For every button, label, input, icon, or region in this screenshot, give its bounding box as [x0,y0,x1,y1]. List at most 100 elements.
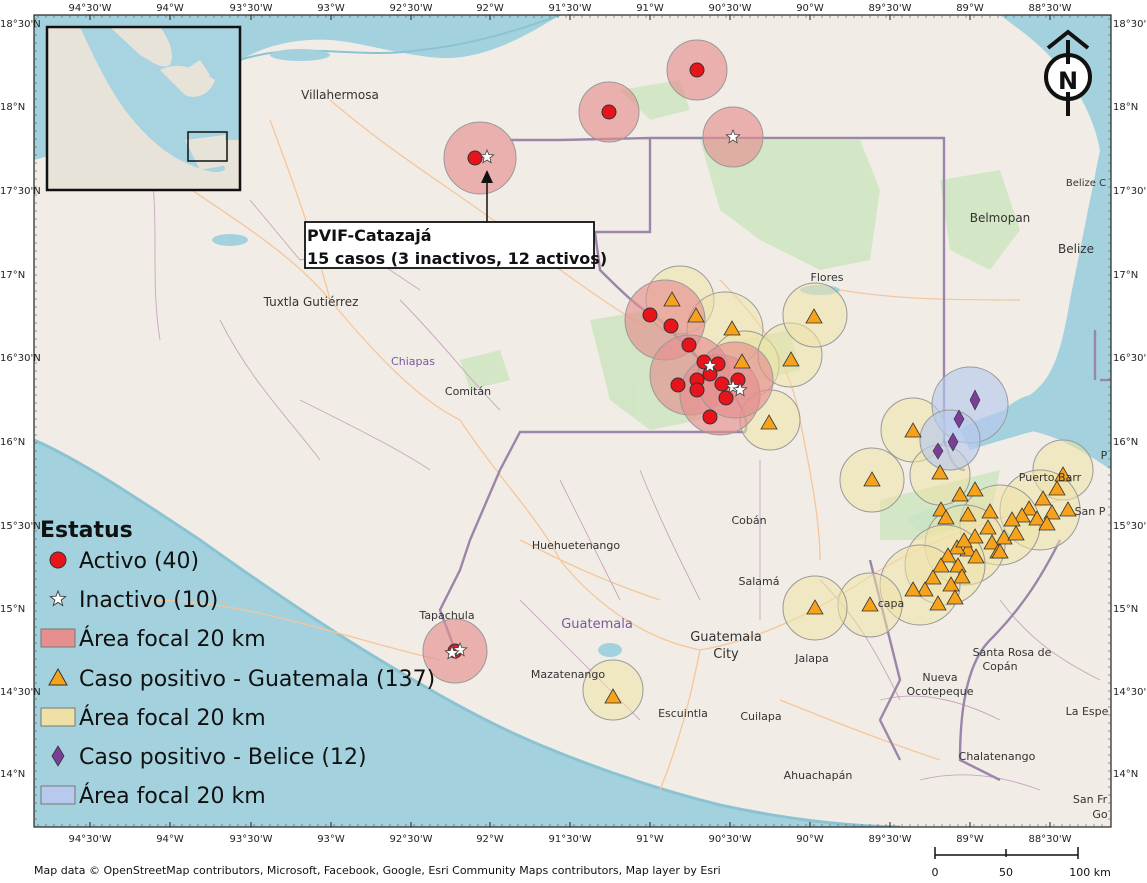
scale-label-50: 50 [999,866,1013,879]
positive-case-guatemala-marker [953,568,971,584]
positive-case-guatemala-marker [1038,515,1056,531]
positive-case-guatemala-marker [931,464,949,480]
place-labels: Villahermosa Tuxtla Gutiérrez Chiapas Comit… [263,88,1109,821]
left-tick-label: 18°N [0,102,25,113]
place-label: Chalatenango [959,750,1036,763]
place-label: Chiapas [391,355,435,368]
top-tick-label: 93°30'W [229,3,272,14]
right-tick-label: 17°N [1113,270,1138,281]
place-label: City [713,647,739,662]
left-tick-label: 14°30'N [0,687,41,698]
positive-case-guatemala-marker [1054,466,1072,482]
bottom-tick-label: 88°30'W [1028,834,1071,845]
place-label: Ahuachapán [784,769,853,782]
right-tick-label: 15°30'N [1113,521,1147,532]
right-tick-label: 17°30'N [1113,186,1147,197]
active-case-marker [467,150,483,166]
active-case-marker [689,382,705,398]
inactive-case-marker [479,148,495,164]
inactive-case-marker [725,128,741,144]
positive-case-guatemala-marker [924,569,942,585]
top-tick-label: 93°W [317,3,345,14]
positive-case-guatemala-marker [1059,501,1077,517]
top-tick-label: 89°W [956,3,984,14]
legend: Estatus Activo (40) Inactivo (10) Área foc… [40,518,435,809]
place-label: Escuintla [658,707,708,720]
legend-item-label: Área focal 20 km [79,626,266,652]
legend-item-label: Caso positivo - Guatemala (137) [79,667,435,692]
positive-case-guatemala-marker [995,529,1013,545]
place-label: Villahermosa [301,88,379,102]
positive-case-guatemala-marker [966,481,984,497]
place-label: Cobán [731,514,766,527]
positive-case-guatemala-marker [861,596,879,612]
inactive-cases [444,128,748,660]
active-case-marker [718,390,734,406]
right-tick-label: 16°N [1113,437,1138,448]
positive-case-guatemala-marker [951,486,969,502]
positive-case-guatemala-marker [981,503,999,519]
purple-diamond-legend-swatch [51,745,65,767]
place-label: Belize C [1066,178,1106,189]
place-label: Go [1092,808,1108,821]
bottom-tick-label: 94°W [156,834,184,845]
positive-case-guatemala-marker [967,548,985,564]
positive-case-guatemala-marker [806,599,824,615]
right-tick-label: 18°N [1113,102,1138,113]
positive-case-guatemala-marker [604,688,622,704]
scale-label-0: 0 [932,866,939,879]
legend-title: Estatus [40,518,133,543]
positive-case-guatemala-marker [979,519,997,535]
red-buffer-legend-swatch [40,628,76,648]
bottom-tick-label: 92°30'W [389,834,432,845]
inactive-case-marker [732,381,748,397]
top-tick-label: 89°30'W [868,3,911,14]
basemap: Villahermosa Tuxtla Gutiérrez Chiapas Comit… [34,15,1111,827]
bottom-tick-label: 93°W [317,834,345,845]
positive-case-guatemala-marker [760,414,778,430]
positive-case-guatemala-marker [863,471,881,487]
right-tick-label: 16°30'N [1113,353,1147,364]
top-tick-label: 94°W [156,3,184,14]
place-label: Huehuetenango [532,539,620,552]
positive-case-guatemala-marker [1048,480,1066,496]
positive-case-guatemala-marker [904,581,922,597]
place-label: Guatemala [690,630,762,645]
positive-case-guatemala-marker [932,557,950,573]
positive-case-guatemala-marker [916,581,934,597]
map-credit: Map data © OpenStreetMap contributors, M… [34,864,721,877]
left-tick-label: 16°30'N [0,353,41,364]
inactive-case-marker [725,378,741,394]
place-label: Jalapa [794,652,829,665]
positive-case-guatemala-marker [687,307,705,323]
positive-case-guatemala-marker [946,589,964,605]
positive-case-guatemala-marker [663,291,681,307]
positive-case-guatemala-marker [959,506,977,522]
orange-triangle-legend-swatch [48,667,68,686]
place-label: Cuilapa [740,710,781,723]
bottom-tick-label: 94°30'W [68,834,111,845]
top-tick-label: 94°30'W [68,3,111,14]
positive-case-guatemala-marker [966,528,984,544]
white-star-legend-swatch [49,589,67,607]
legend-item-label: Área focal 20 km [79,705,266,731]
left-tick-label: 18°30'N [0,19,41,30]
right-tick-label: 15°N [1113,604,1138,615]
active-case-marker [670,377,686,393]
legend-item-label: Área focal 20 km [79,783,266,809]
positive-case-guatemala-marker [723,320,741,336]
bottom-tick-label: 93°30'W [229,834,272,845]
map-frame [33,14,1112,828]
positive-case-guatemala-marker [904,422,922,438]
right-tick-label: 14°N [1113,769,1138,780]
inset-map [45,25,242,192]
legend-item-label: Caso positivo - Belice (12) [79,745,367,770]
place-label: Belize [1058,242,1094,256]
place-label: Guatemala [561,617,633,632]
positive-case-guatemala-marker [1043,504,1061,520]
active-case-marker [601,104,617,120]
caribbean-sea [997,15,1111,470]
place-label: La Espe [1066,705,1109,718]
pacific-ocean [34,440,900,827]
